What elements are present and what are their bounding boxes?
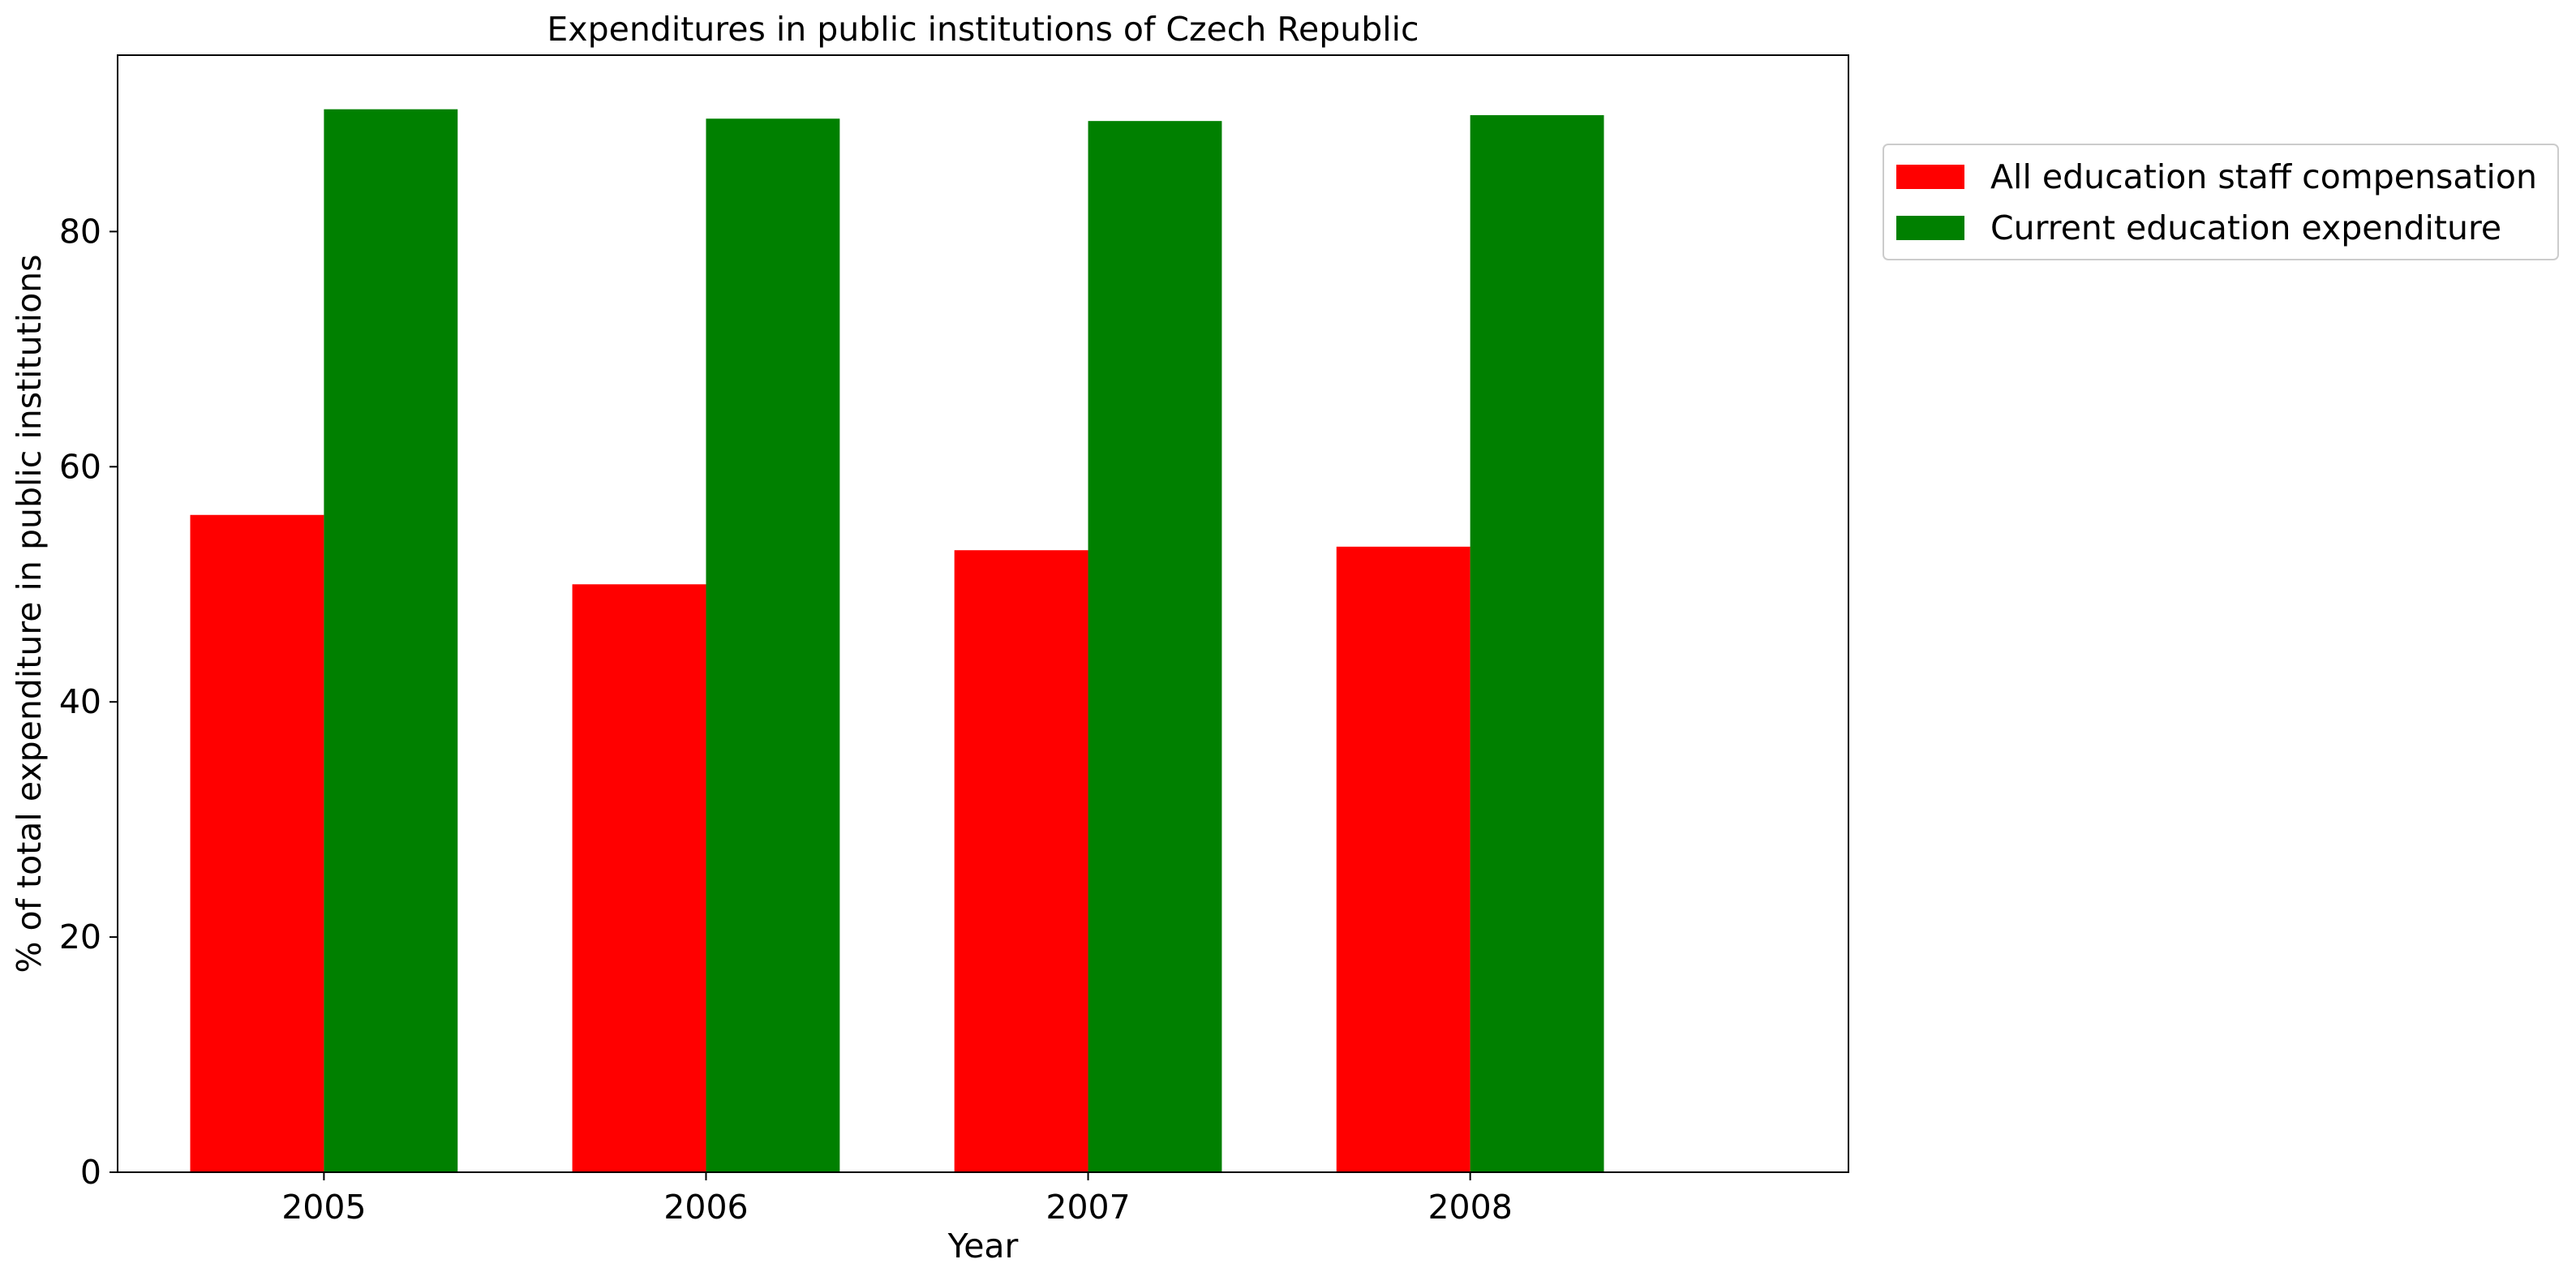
bar-staff-compensation-2005 — [190, 514, 324, 1172]
legend-swatch — [1896, 165, 1964, 189]
y-axis-ticks: 0 20 40 60 80 — [59, 212, 118, 1192]
x-axis-ticks: 2005 2006 2007 2008 — [281, 1172, 1513, 1227]
legend-label: All education staff compensation — [1990, 157, 2537, 196]
y-tick-label: 80 — [59, 212, 101, 251]
legend-items: All education staff compensation Current … — [1896, 157, 2537, 247]
bar-current-expenditure-2005 — [324, 109, 458, 1173]
legend-swatch — [1896, 216, 1964, 240]
y-tick-label: 0 — [80, 1153, 101, 1192]
legend: All education staff compensation Current … — [1883, 144, 2559, 260]
bar-staff-compensation-2007 — [954, 550, 1088, 1172]
bar-current-expenditure-2007 — [1088, 121, 1222, 1172]
chart-title: Expenditures in public institutions of C… — [547, 10, 1419, 49]
legend-label: Current education expenditure — [1990, 208, 2501, 247]
x-tick-label: 2007 — [1045, 1188, 1130, 1227]
legend-box — [1883, 144, 2559, 260]
x-tick-label: 2006 — [663, 1188, 748, 1227]
y-tick-label: 40 — [59, 682, 101, 721]
bar-current-expenditure-2008 — [1470, 114, 1604, 1173]
x-tick-label: 2005 — [281, 1188, 366, 1227]
y-tick-label: 20 — [59, 918, 101, 956]
x-tick-label: 2008 — [1428, 1188, 1512, 1227]
bar-current-expenditure-2006 — [706, 118, 840, 1172]
bar-staff-compensation-2008 — [1336, 546, 1470, 1172]
y-tick-label: 60 — [59, 447, 101, 486]
bars — [190, 109, 1604, 1173]
plot-frame — [117, 54, 1849, 1173]
x-axis-label: Year — [947, 1227, 1019, 1266]
y-axis-label: % of total expenditure in public institu… — [10, 255, 49, 973]
bar-staff-compensation-2006 — [572, 584, 706, 1172]
